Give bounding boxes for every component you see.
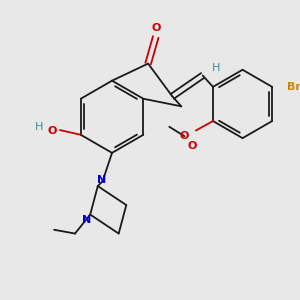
Text: N: N <box>97 176 106 185</box>
Text: O: O <box>188 141 197 151</box>
Text: O: O <box>180 131 189 141</box>
Text: O: O <box>151 22 160 32</box>
Text: O: O <box>48 126 57 136</box>
Text: H: H <box>212 63 220 73</box>
Text: H: H <box>35 122 43 132</box>
Text: Br: Br <box>287 82 300 92</box>
Text: N: N <box>82 215 91 225</box>
